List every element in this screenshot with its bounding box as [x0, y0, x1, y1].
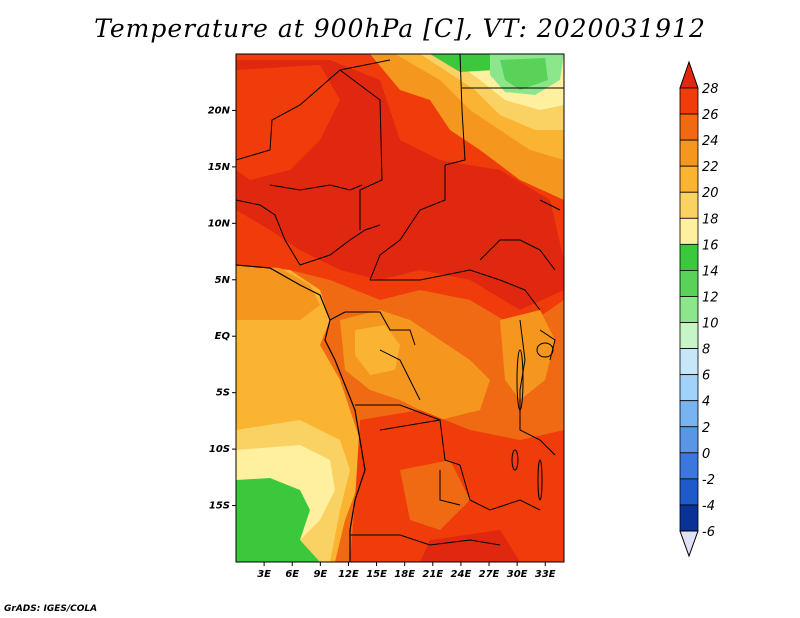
lat-tick-label: 5S	[216, 388, 230, 399]
lon-tick-label: 9E	[313, 569, 327, 580]
colorbar-swatch	[679, 87, 699, 115]
colorbar-level-label: 24	[702, 134, 719, 149]
colorbar-level-label: 16	[702, 238, 719, 253]
colorbar-swatch	[679, 322, 699, 349]
colorbar-swatch	[679, 243, 699, 271]
colorbar-swatch	[679, 270, 699, 297]
colorbar-level-label: 14	[702, 264, 719, 279]
colorbar-bottom-triangle	[679, 530, 699, 558]
lon-tick-label: 30E	[507, 569, 528, 580]
lakes	[511, 342, 554, 501]
lat-tick-label: 15N	[208, 162, 231, 173]
lon-tick-label: 27E	[479, 569, 500, 580]
coastline	[236, 264, 366, 562]
colorbar-swatch	[679, 348, 699, 376]
colorbar-swatch	[679, 478, 699, 506]
colorbar-swatch	[679, 139, 699, 167]
colorbar-swatch	[679, 400, 699, 428]
lat-tick-label: 15S	[209, 501, 230, 512]
longitude-axis: 3E 6E 9E 12E 15E 18E 21E 24E 27E 30E 33E	[257, 562, 556, 580]
latitude-axis: 20N 15N 10N 5N EQ 5S 10S 15S	[208, 105, 236, 512]
colorbar-swatch	[679, 113, 699, 141]
lat-tick-label: 20N	[208, 105, 231, 116]
colorbar-level-label: 4	[702, 395, 710, 410]
colorbar-level-label: 18	[702, 212, 719, 227]
country-borders	[236, 54, 564, 546]
lat-tick-label: 10S	[209, 444, 230, 455]
lon-tick-label: 33E	[535, 569, 556, 580]
colorbar-level-label: 2	[702, 421, 710, 436]
colorbar-swatch	[679, 504, 699, 532]
colorbar-swatch	[679, 452, 699, 480]
lat-tick-label: EQ	[215, 331, 231, 342]
colorbar-level-label: 10	[702, 317, 719, 332]
colorbar-level-label: 8	[702, 343, 710, 358]
colorbar-level-label: -2	[702, 473, 715, 488]
colorbar-level-label: 26	[702, 108, 719, 123]
temperature-field	[236, 54, 564, 562]
colorbar-level-label: 20	[702, 186, 719, 201]
colorbar-swatch	[679, 296, 699, 323]
colorbar-level-label: -6	[702, 525, 715, 540]
lon-tick-label: 6E	[285, 569, 299, 580]
colorbar-swatch	[679, 165, 699, 193]
colorbar-level-label: 22	[702, 160, 719, 175]
colorbar-level-label: -4	[702, 499, 715, 514]
colorbar-level-label: 12	[702, 290, 719, 305]
colorbar-swatch	[679, 374, 699, 402]
lon-tick-label: 3E	[257, 569, 271, 580]
lon-tick-label: 24E	[451, 569, 472, 580]
map-frame	[235, 53, 565, 563]
map-title: Temperature at 900hPa [C], VT: 202003191…	[94, 14, 706, 43]
colorbar-swatch	[679, 217, 699, 245]
lat-tick-label: 5N	[215, 275, 231, 286]
colorbar-top-triangle	[679, 60, 699, 89]
lon-tick-label: 12E	[338, 569, 359, 580]
colorbar-swatch	[679, 191, 699, 219]
lat-tick-label: 10N	[208, 218, 231, 229]
lon-tick-label: 21E	[422, 569, 443, 580]
colorbar-level-label: 6	[702, 369, 710, 384]
credit-label: GrADS: IGES/COLA	[4, 604, 98, 614]
colorbar-level-label: 28	[702, 82, 719, 97]
lon-tick-label: 18E	[394, 569, 415, 580]
colorbar-swatch	[679, 426, 699, 454]
colorbar-level-label: 0	[702, 447, 710, 462]
lon-tick-label: 15E	[366, 569, 387, 580]
